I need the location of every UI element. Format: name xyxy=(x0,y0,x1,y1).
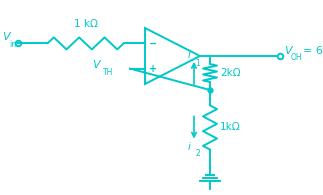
Text: −: − xyxy=(149,38,157,48)
Text: i: i xyxy=(188,143,191,152)
Text: OH: OH xyxy=(290,53,302,63)
Text: V: V xyxy=(2,32,10,42)
Text: i: i xyxy=(188,50,191,60)
Text: TH: TH xyxy=(103,68,113,77)
Text: V: V xyxy=(284,46,292,56)
Text: 2kΩ: 2kΩ xyxy=(220,68,241,78)
Text: 1 kΩ: 1 kΩ xyxy=(74,19,98,29)
Text: 2: 2 xyxy=(195,149,200,158)
Text: +: + xyxy=(149,64,157,74)
Text: 1kΩ: 1kΩ xyxy=(220,122,241,132)
Text: V: V xyxy=(92,60,100,70)
Text: in: in xyxy=(9,40,16,49)
Text: 1: 1 xyxy=(195,58,200,67)
Text: = 6V: = 6V xyxy=(303,46,323,56)
